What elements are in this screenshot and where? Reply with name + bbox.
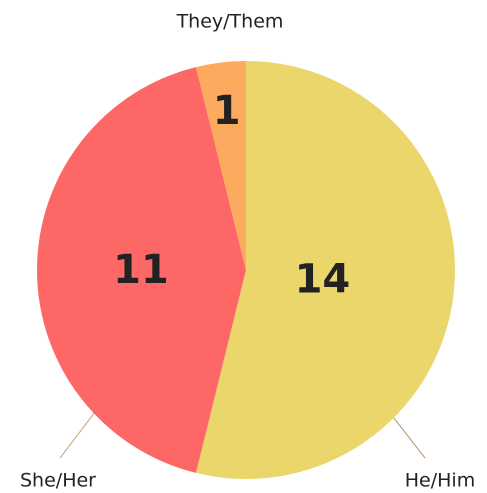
pie-slice: [36, 67, 246, 473]
pie-slice: [195, 61, 456, 480]
pie-slice: [195, 61, 246, 270]
slice-label: They/Them: [176, 11, 284, 33]
data-label: 1: [213, 88, 241, 134]
slice-label: He/Him: [405, 470, 475, 492]
data-label: 11: [113, 247, 169, 293]
slice-label: She/Her: [20, 470, 96, 492]
data-label: 14: [295, 256, 351, 302]
